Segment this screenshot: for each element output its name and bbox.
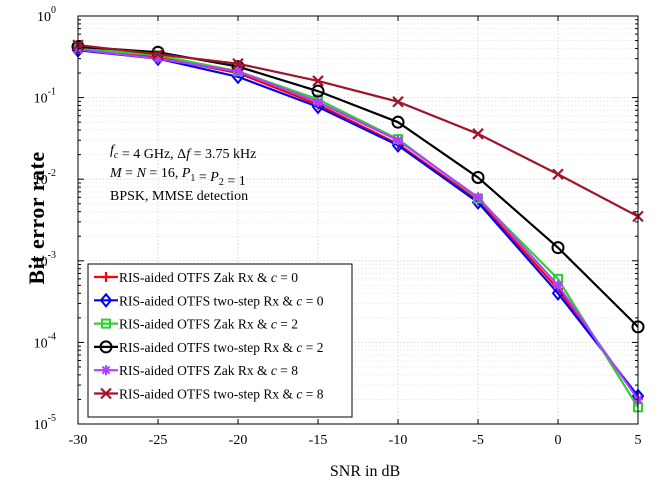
point-marker — [233, 66, 243, 77]
point-marker — [311, 84, 325, 98]
annotation-line: fc = 4 GHz, Δf = 3.75 kHz — [110, 143, 256, 162]
point-marker — [153, 53, 163, 64]
point-marker — [232, 57, 244, 70]
point-marker — [472, 128, 484, 140]
point-marker — [101, 318, 111, 329]
series-line — [77, 48, 639, 401]
legend-label: RIS-aided OTFS two-step Rx & c = 8 — [119, 387, 324, 402]
x-tick-label: -20 — [229, 433, 248, 448]
x-tick-label: -10 — [389, 433, 408, 448]
point-marker — [473, 192, 483, 203]
y-axis-label: Bit error rate — [24, 151, 49, 284]
point-marker — [100, 387, 112, 400]
point-marker — [313, 97, 323, 108]
parameter-annotation: fc = 4 GHz, Δf = 3.75 kHz M = N = 16, P1 … — [109, 143, 256, 204]
annotation-line: BPSK, MMSE detection — [110, 189, 248, 204]
point-marker — [553, 280, 563, 291]
legend-label: RIS-aided OTFS two-step Rx & c = 0 — [119, 293, 324, 308]
legend-entry: RIS-aided OTFS Zak Rx & c = 2 — [94, 317, 298, 332]
legend-entry: RIS-aided OTFS Zak Rx & c = 8 — [94, 363, 298, 378]
point-marker — [393, 135, 403, 146]
point-marker — [99, 292, 113, 308]
point-marker — [101, 272, 111, 282]
x-tick-label: -25 — [149, 433, 168, 448]
x-axis-label: SNR in dB — [330, 463, 400, 480]
legend-label: RIS-aided OTFS Zak Rx & c = 0 — [119, 270, 298, 285]
point-marker — [392, 95, 404, 108]
legend-entry: RIS-aided OTFS Zak Rx & c = 0 — [94, 270, 298, 285]
legend-entry: RIS-aided OTFS two-step Rx & c = 0 — [94, 292, 324, 308]
x-tick-label: -5 — [472, 433, 484, 448]
legend-label: RIS-aided OTFS Zak Rx & c = 8 — [119, 363, 298, 378]
series-5 — [73, 44, 643, 405]
legend-entry: RIS-aided OTFS two-step Rx & c = 8 — [94, 387, 324, 402]
series-line — [77, 44, 639, 218]
x-tick-label: -30 — [69, 433, 88, 448]
series-line — [77, 45, 639, 328]
point-marker — [551, 241, 565, 255]
series-line — [77, 47, 639, 408]
x-tick-label: 5 — [635, 433, 642, 448]
legend: RIS-aided OTFS Zak Rx & c = 0 RIS-aided O… — [87, 263, 353, 418]
legend-label: RIS-aided OTFS Zak Rx & c = 2 — [119, 317, 298, 332]
point-marker — [152, 48, 164, 61]
legend-box — [87, 263, 353, 418]
point-marker — [391, 115, 405, 129]
annotation-line: M = N = 16, P1 = P2 = 1 — [109, 166, 246, 189]
plot-frame — [77, 15, 639, 425]
legend-entry: RIS-aided OTFS two-step Rx & c = 2 — [94, 340, 324, 355]
point-marker — [471, 170, 485, 184]
point-marker — [552, 168, 564, 181]
x-tick-label: 0 — [555, 433, 562, 448]
point-marker — [312, 75, 324, 87]
legend-label: RIS-aided OTFS two-step Rx & c = 2 — [119, 340, 324, 355]
x-tick-label: -15 — [309, 433, 328, 448]
point-marker — [99, 340, 113, 354]
point-marker — [101, 365, 111, 376]
